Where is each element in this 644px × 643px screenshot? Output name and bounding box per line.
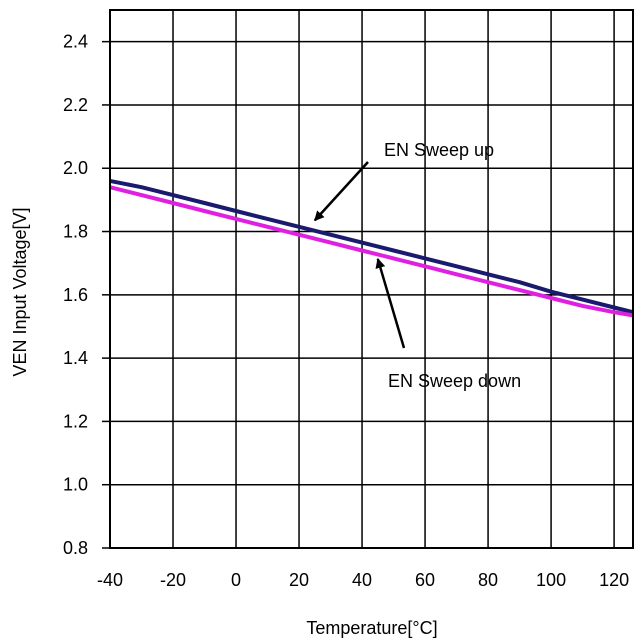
y-tick-label: 0.8 [63, 538, 88, 558]
y-tick-label: 2.0 [63, 158, 88, 178]
y-tick-label: 1.8 [63, 222, 88, 242]
tick-layer: -40 -20 0 20 40 60 80 100 120 0.8 1.0 1.2 1.4 1.6 1.8 2… [63, 32, 629, 590]
y-tick-label: 1.0 [63, 475, 88, 495]
annotation-arrow [313, 161, 369, 222]
y-tick-label: 2.4 [63, 32, 88, 52]
x-tick-label: 100 [536, 570, 566, 590]
x-tick-label: 120 [599, 570, 629, 590]
y-tick-label: 1.2 [63, 411, 88, 431]
series-line-en-sweep-down [109, 185, 634, 318]
x-tick-label: -40 [97, 570, 123, 590]
x-tick-label: 40 [352, 570, 372, 590]
y-tick-label: 1.4 [63, 348, 88, 368]
series-line-en-sweep-up [109, 178, 634, 315]
annotation-arrow [375, 257, 406, 349]
grid [109, 10, 633, 549]
y-axis-title: VEN Input Voltage[V] [10, 207, 30, 376]
x-tick-label: 80 [478, 570, 498, 590]
annotation-en-sweep-up: EN Sweep up [384, 140, 494, 160]
x-tick-label: -20 [160, 570, 186, 590]
series-layer [109, 178, 634, 318]
x-axis-title: Temperature[°C] [306, 618, 437, 638]
x-tick-label: 0 [231, 570, 241, 590]
annotation-en-sweep-down: EN Sweep down [388, 371, 521, 391]
y-tick-label: 2.2 [63, 95, 88, 115]
x-tick-label: 20 [289, 570, 309, 590]
plot-frame [109, 9, 634, 549]
x-tick-label: 60 [415, 570, 435, 590]
y-tick-label: 1.6 [63, 285, 88, 305]
annotation-arrows [313, 161, 406, 349]
